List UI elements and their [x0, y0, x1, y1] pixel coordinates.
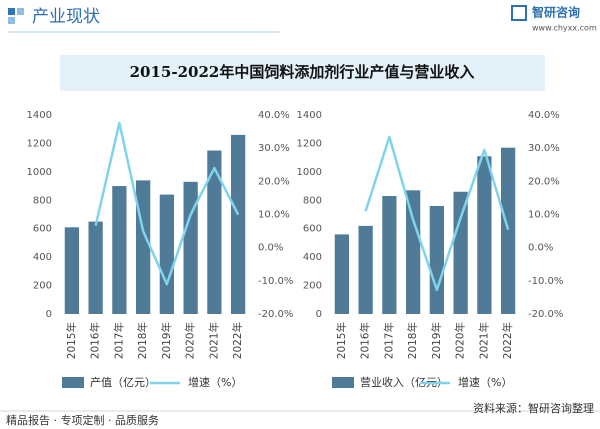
- footer-slogan: 精品报告 · 专项定制 · 品质服务: [6, 413, 159, 427]
- y-tick-label: 200: [303, 281, 322, 292]
- y-tick-label: 1200: [27, 138, 52, 149]
- legend-label: 增速（%）: [188, 375, 242, 389]
- bar: [429, 205, 444, 314]
- y2-tick-label: 30.0%: [528, 143, 560, 154]
- bar: [207, 150, 222, 314]
- y-tick-label: 1000: [27, 167, 52, 178]
- y2-tick-label: 0.0%: [528, 243, 553, 254]
- header-icon: [8, 17, 15, 24]
- x-tick-label: 2018年: [136, 322, 149, 359]
- y-tick-label: 0: [316, 309, 322, 320]
- y-tick-label: 800: [303, 195, 322, 206]
- y-tick-label: 1000: [297, 167, 322, 178]
- section-title: 产业现状: [32, 7, 100, 27]
- x-tick-label: 2016年: [359, 322, 372, 359]
- y-tick-label: 600: [303, 224, 322, 235]
- y2-tick-label: -20.0%: [528, 309, 563, 320]
- line: [364, 135, 510, 292]
- bar: [334, 234, 349, 314]
- y2-tick-label: 0.0%: [258, 243, 283, 254]
- legend-swatch: [62, 377, 84, 388]
- x-tick-label: 2021年: [477, 322, 490, 359]
- y2-tick-label: 40.0%: [258, 110, 290, 121]
- y-tick-label: 400: [303, 252, 322, 263]
- y-tick-label: 200: [33, 281, 52, 292]
- bar: [112, 186, 127, 314]
- line: [94, 121, 240, 286]
- y2-tick-label: 20.0%: [528, 176, 560, 187]
- logo-mark: [511, 5, 527, 21]
- x-tick-label: 2019年: [430, 322, 443, 359]
- x-tick-label: 2018年: [406, 322, 419, 359]
- footer-source: 资料来源：智研咨询整理: [473, 401, 594, 415]
- website: www.chyxx.com: [532, 24, 597, 33]
- y-tick-label: 1400: [27, 110, 52, 121]
- y2-tick-label: 10.0%: [258, 210, 290, 221]
- y2-tick-label: 40.0%: [528, 110, 560, 121]
- bar: [136, 180, 151, 314]
- x-tick-label: 2022年: [231, 322, 244, 359]
- y-tick-label: 1200: [297, 138, 322, 149]
- y2-tick-label: 10.0%: [528, 210, 560, 221]
- x-tick-label: 2021年: [207, 322, 220, 359]
- y2-tick-label: 30.0%: [258, 143, 290, 154]
- y-tick-label: 0: [46, 309, 52, 320]
- bar: [88, 221, 103, 314]
- x-tick-label: 2020年: [184, 322, 197, 359]
- title-box: [60, 55, 545, 91]
- legend-label: 产值（亿元）: [90, 375, 156, 389]
- bar: [382, 196, 397, 314]
- y-tick-label: 1400: [297, 110, 322, 121]
- y-tick-label: 600: [33, 224, 52, 235]
- legend-swatch: [332, 377, 354, 388]
- brand: 智研咨询: [531, 5, 580, 20]
- y-tick-label: 400: [33, 252, 52, 263]
- bar: [183, 181, 198, 314]
- x-tick-label: 2015年: [65, 322, 78, 359]
- bar: [477, 156, 492, 314]
- chart-title: 2015-2022年中国饲料添加剂行业产值与营业收入: [130, 63, 475, 81]
- x-tick-label: 2017年: [112, 322, 125, 359]
- y2-tick-label: -10.0%: [258, 276, 293, 287]
- bar: [501, 147, 516, 314]
- x-tick-label: 2019年: [160, 322, 173, 359]
- bar: [358, 225, 373, 314]
- bar: [64, 227, 79, 314]
- header-icon: [8, 8, 15, 15]
- legend-label: 营业收入（亿元）: [360, 375, 448, 389]
- x-tick-label: 2020年: [454, 322, 467, 359]
- x-tick-label: 2022年: [501, 322, 514, 359]
- legend-label: 增速（%）: [458, 375, 512, 389]
- x-tick-label: 2017年: [382, 322, 395, 359]
- y-tick-label: 800: [33, 195, 52, 206]
- header-icon: [17, 8, 24, 15]
- x-tick-label: 2015年: [335, 322, 348, 359]
- y2-tick-label: 20.0%: [258, 176, 290, 187]
- bar: [453, 191, 468, 314]
- bar: [159, 194, 174, 314]
- bar: [406, 190, 421, 314]
- x-tick-label: 2016年: [89, 322, 102, 359]
- y2-tick-label: -10.0%: [528, 276, 563, 287]
- y2-tick-label: -20.0%: [258, 309, 293, 320]
- bar: [231, 134, 246, 314]
